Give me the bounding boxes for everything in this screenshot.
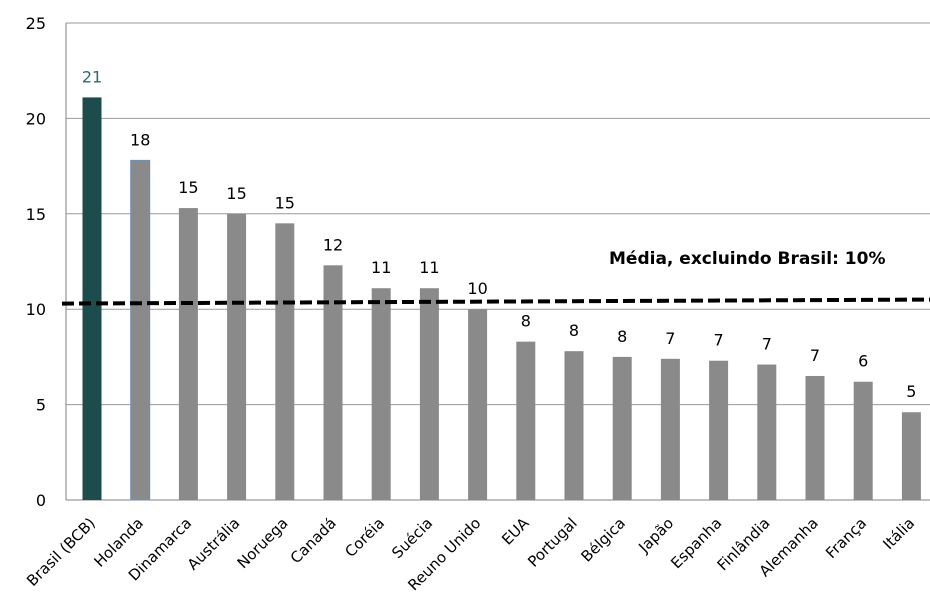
bar-4 (227, 213, 247, 501)
average-annotation: Média, excluindo Brasil: 10% (609, 249, 885, 269)
x-tick-label: Canadá (287, 514, 340, 567)
data-label: 10 (467, 279, 487, 298)
data-label: 8 (617, 327, 627, 346)
bar-17 (853, 381, 873, 500)
bar-8 (419, 288, 439, 500)
x-tick-label: Portugal (524, 514, 581, 571)
x-tick-label: Coréia (341, 514, 388, 561)
data-label: 8 (521, 312, 531, 331)
x-tick-label: Brasil (BCB) (23, 514, 99, 590)
y-tick-label: 15 (26, 205, 46, 224)
bar-14 (709, 360, 729, 500)
bars (82, 97, 921, 501)
bar-2 (130, 159, 151, 501)
bar-13 (660, 358, 680, 500)
x-tick-label: Itália (879, 514, 918, 553)
bar-18 (901, 412, 921, 500)
data-label: 7 (810, 346, 820, 365)
x-tick-label: França (822, 514, 870, 562)
data-label: 11 (371, 258, 391, 277)
y-tick-label: 0 (36, 491, 46, 510)
data-label: 7 (714, 331, 724, 350)
x-tick-label: EUA (498, 514, 533, 549)
x-tick-label: Austrália (184, 514, 244, 574)
data-label: 12 (323, 235, 343, 254)
average-line (61, 297, 930, 306)
x-tick-label: Japão (634, 514, 677, 557)
data-label: 5 (906, 382, 916, 401)
data-label: 6 (858, 352, 868, 371)
bar-11 (564, 351, 584, 500)
data-label: 15 (178, 178, 198, 197)
bar-15 (757, 364, 777, 500)
data-labels: 21 18 15 15 15 12 11 11 10 8 8 8 7 7 7 7 6 5 (82, 67, 917, 401)
y-tick-label: 10 (26, 300, 46, 319)
data-label: 18 (130, 130, 150, 149)
bar-12 (612, 356, 632, 500)
data-label: 21 (82, 67, 102, 86)
bar-6 (323, 265, 343, 500)
x-tick-label: Bélgica (578, 514, 629, 565)
data-label: 15 (226, 184, 246, 203)
bar-3 (178, 208, 198, 501)
bar-10 (516, 341, 536, 500)
bar-16 (805, 375, 825, 500)
gridlines (65, 22, 930, 501)
y-tick-label: 25 (26, 14, 46, 33)
bar-7 (371, 288, 391, 500)
x-tick-label: Noruega (234, 514, 292, 572)
data-label: 7 (762, 335, 772, 354)
data-label: 7 (665, 329, 675, 348)
bar-5 (275, 223, 295, 500)
x-axis-labels: Brasil (BCB)HolandaDinamarcaAustráliaNor… (23, 514, 918, 595)
data-label: 15 (275, 193, 295, 212)
data-label: 8 (569, 321, 579, 340)
data-label: 11 (419, 258, 439, 277)
bar-9 (468, 309, 488, 500)
y-axis-ticks: 0 5 10 15 20 25 (26, 14, 46, 510)
bar-1 (82, 97, 102, 501)
y-tick-label: 5 (36, 396, 46, 415)
y-tick-label: 20 (26, 109, 46, 128)
x-tick-label: Suécia (388, 514, 436, 562)
